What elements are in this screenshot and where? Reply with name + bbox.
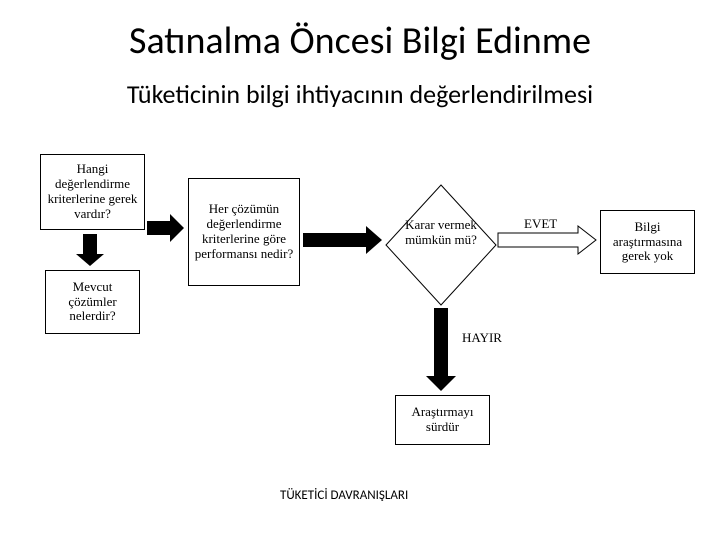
node-noresearch: Bilgi araştırmasına gerek yok xyxy=(600,210,695,274)
label-evet: EVET xyxy=(524,216,557,232)
node-criteria-label: Hangi değerlendirme kriterlerine gerek v… xyxy=(45,162,140,222)
arrow-to-performance xyxy=(147,214,184,242)
slide: Satınalma Öncesi Bilgi Edinme Tüketicini… xyxy=(0,0,720,540)
node-criteria: Hangi değerlendirme kriterlerine gerek v… xyxy=(40,154,145,230)
node-continue: Araştırmayı sürdür xyxy=(395,395,490,445)
node-performance-label: Her çözümün değerlendirme kriterlerine g… xyxy=(193,202,295,262)
arrow-criteria-to-solutions xyxy=(76,234,104,266)
slide-title: Satınalma Öncesi Bilgi Edinme xyxy=(0,18,720,64)
node-decision-label: Karar vermek mümkün mü? xyxy=(396,218,486,248)
node-continue-label: Araştırmayı sürdür xyxy=(400,405,485,435)
label-hayir: HAYIR xyxy=(462,330,502,346)
node-performance: Her çözümün değerlendirme kriterlerine g… xyxy=(188,178,300,286)
arrow-hayir xyxy=(426,308,456,391)
node-solutions: Mevcut çözümler nelerdir? xyxy=(45,270,140,334)
slide-footer: TÜKETİCİ DAVRANIŞLARI xyxy=(280,488,408,503)
arrow-to-decision xyxy=(303,226,382,254)
node-solutions-label: Mevcut çözümler nelerdir? xyxy=(50,280,135,325)
slide-subtitle: Tüketicinin bilgi ihtiyacının değerlendi… xyxy=(0,78,720,110)
node-noresearch-label: Bilgi araştırmasına gerek yok xyxy=(605,220,690,265)
